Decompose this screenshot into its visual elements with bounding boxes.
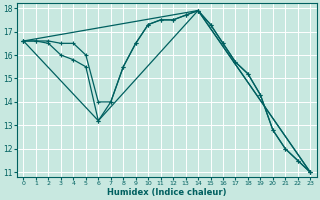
X-axis label: Humidex (Indice chaleur): Humidex (Indice chaleur)	[107, 188, 227, 197]
